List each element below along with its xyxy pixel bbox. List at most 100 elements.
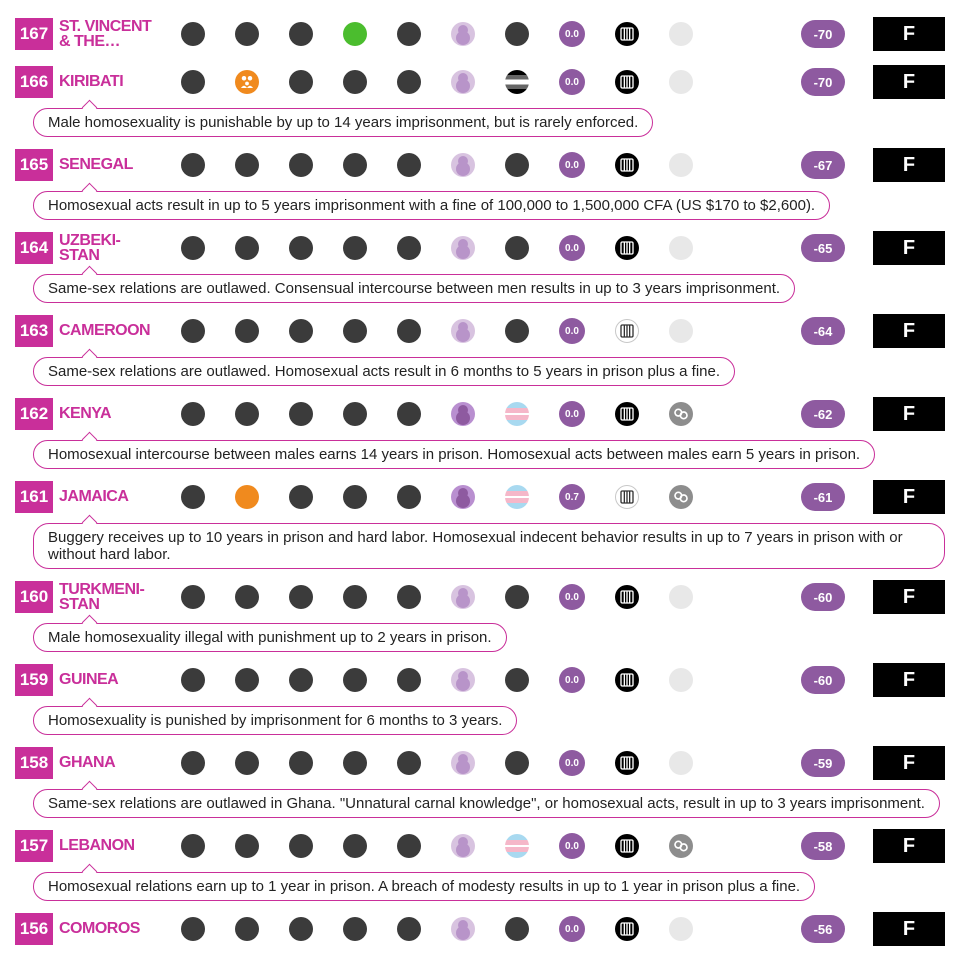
indicator-dot: [451, 917, 475, 941]
jail-icon: [619, 489, 635, 505]
rank-badge: 164: [15, 232, 53, 264]
indicator-group: 0.0: [171, 21, 783, 47]
note-bubble: Male homosexuality illegal with punishme…: [33, 623, 507, 652]
indicator-dot: [343, 70, 367, 94]
score-pill: -62: [801, 400, 845, 428]
grade-badge: F: [873, 829, 945, 863]
grade-badge: F: [873, 17, 945, 51]
indicator-dot: [397, 236, 421, 260]
indicator-dot: [289, 668, 313, 692]
indicator-dot: [615, 834, 639, 858]
indicator-dot: [397, 668, 421, 692]
note-bubble: Homosexuality is punished by imprisonmen…: [33, 706, 517, 735]
indicator-dot: [615, 751, 639, 775]
indicator-dot: [289, 751, 313, 775]
indicator-dot: [615, 70, 639, 94]
indicator-dot: [615, 585, 639, 609]
indicator-dot: [343, 485, 367, 509]
rank-badge: 158: [15, 747, 53, 779]
country-name: JAMAICA: [59, 489, 171, 504]
country-name: GUINEA: [59, 672, 171, 687]
indicator-dot: [505, 485, 529, 509]
indicator-dot: [397, 153, 421, 177]
indicator-dot: [451, 22, 475, 46]
indicator-dot: [451, 485, 475, 509]
indicator-group: 0.0: [171, 152, 783, 178]
indicator-dot: [669, 153, 693, 177]
indicator-dot: [451, 585, 475, 609]
note-bubble: Homosexual acts result in up to 5 years …: [33, 191, 830, 220]
indicator-group: 0.0: [171, 750, 783, 776]
indicator-dot: [397, 319, 421, 343]
indicator-group: 0.0: [171, 318, 783, 344]
country-row: 161JAMAICA0.7 -61F: [15, 473, 945, 521]
indicator-dot: [343, 917, 367, 941]
indicator-dot: [235, 834, 259, 858]
grade-badge: F: [873, 746, 945, 780]
rank-badge: 159: [15, 664, 53, 696]
indicator-dot: 0.0: [559, 21, 585, 47]
indicator-dot: [669, 751, 693, 775]
indicator-dot: 0.0: [559, 401, 585, 427]
indicator-dot: [289, 70, 313, 94]
indicator-dot: [397, 402, 421, 426]
score-pill: -59: [801, 749, 845, 777]
indicator-dot: [505, 668, 529, 692]
indicator-dot: [235, 485, 259, 509]
indicator-dot: 0.0: [559, 318, 585, 344]
indicator-dot: [343, 668, 367, 692]
country-row: 160TURKMENI-STAN0.0 -60F: [15, 573, 945, 621]
indicator-dot: [289, 236, 313, 260]
indicator-dot: [181, 917, 205, 941]
indicator-dot: [451, 319, 475, 343]
score-pill: -67: [801, 151, 845, 179]
indicator-dot: [451, 70, 475, 94]
country-row: 165SENEGAL0.0 -67F: [15, 141, 945, 189]
chain-icon: [673, 489, 689, 505]
indicator-dot: [181, 236, 205, 260]
indicator-dot: [505, 236, 529, 260]
chain-icon: [673, 838, 689, 854]
indicator-dot: [181, 22, 205, 46]
indicator-dot: [397, 22, 421, 46]
indicator-dot: [505, 834, 529, 858]
country-name: SENEGAL: [59, 157, 171, 172]
country-name: TURKMENI-STAN: [59, 582, 171, 612]
ranking-table: 167ST. VINCENT & THE…0.0 -70F166KIRIBATI…: [15, 10, 945, 953]
country-row: 162KENYA0.0 -62F: [15, 390, 945, 438]
jail-icon: [619, 755, 635, 771]
note-bubble: Same-sex relations are outlawed in Ghana…: [33, 789, 940, 818]
indicator-dot: 0.0: [559, 235, 585, 261]
note-bubble: Buggery receives up to 10 years in priso…: [33, 523, 945, 569]
indicator-dot: [505, 751, 529, 775]
indicator-dot: [181, 402, 205, 426]
indicator-dot: [505, 585, 529, 609]
note-bubble: Same-sex relations are outlawed. Consens…: [33, 274, 795, 303]
jail-icon: [619, 26, 635, 42]
indicator-dot: [505, 70, 529, 94]
jail-icon: [619, 838, 635, 854]
grade-badge: F: [873, 65, 945, 99]
indicator-dot: [343, 22, 367, 46]
jail-icon: [619, 74, 635, 90]
note-bubble: Homosexual relations earn up to 1 year i…: [33, 872, 815, 901]
indicator-group: 0.0: [171, 69, 783, 95]
rank-badge: 165: [15, 149, 53, 181]
country-name: CAMEROON: [59, 323, 171, 338]
indicator-dot: [235, 751, 259, 775]
indicator-dot: [397, 751, 421, 775]
score-pill: -64: [801, 317, 845, 345]
indicator-group: 0.0: [171, 401, 783, 427]
score-pill: -61: [801, 483, 845, 511]
indicator-dot: [451, 668, 475, 692]
indicator-dot: [505, 153, 529, 177]
chain-icon: [673, 406, 689, 422]
grade-badge: F: [873, 231, 945, 265]
country-row: 167ST. VINCENT & THE…0.0 -70F: [15, 10, 945, 58]
rank-badge: 157: [15, 830, 53, 862]
country-row: 159GUINEA0.0 -60F: [15, 656, 945, 704]
indicator-dot: [669, 70, 693, 94]
indicator-dot: [669, 402, 693, 426]
indicator-dot: [289, 402, 313, 426]
country-name: ST. VINCENT & THE…: [59, 19, 171, 49]
